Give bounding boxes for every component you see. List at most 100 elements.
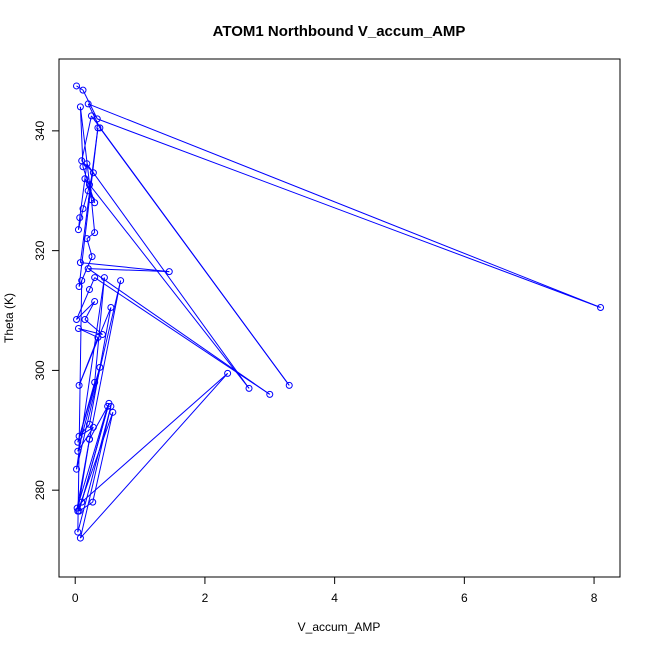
data-point xyxy=(96,124,104,132)
data-point xyxy=(84,265,92,273)
y-tick-label: 280 xyxy=(33,480,47,500)
data-point xyxy=(74,324,82,332)
series-segment xyxy=(78,328,99,338)
series-segment xyxy=(89,277,96,290)
data-point xyxy=(91,298,99,306)
series-segment xyxy=(79,127,99,263)
series-segment xyxy=(78,327,103,335)
x-tick-label: 8 xyxy=(591,591,598,605)
data-point xyxy=(87,112,95,120)
data-point xyxy=(107,402,115,410)
series-segment xyxy=(77,217,81,230)
series-segment xyxy=(89,406,109,440)
series-segment xyxy=(88,268,170,273)
data-point xyxy=(285,381,293,389)
chart-title: ATOM1 Northbound V_accum_AMP xyxy=(213,23,466,40)
y-axis: 280 300 320 340 xyxy=(33,121,60,500)
data-point xyxy=(88,253,96,261)
series-segment xyxy=(79,106,92,200)
data-point xyxy=(85,435,93,443)
series-segment xyxy=(78,423,90,437)
data-point xyxy=(245,384,253,392)
data-point xyxy=(87,196,95,204)
series-segment xyxy=(88,103,601,308)
data-point xyxy=(76,214,84,222)
series-segment xyxy=(81,373,228,503)
series-segment xyxy=(92,412,114,503)
series-segment xyxy=(79,163,88,218)
data-point xyxy=(84,187,92,195)
data-point xyxy=(266,390,274,398)
series-segment xyxy=(76,277,105,470)
series-segment xyxy=(81,115,92,161)
y-tick-label: 340 xyxy=(33,121,47,141)
series-segment xyxy=(91,115,290,386)
data-point xyxy=(74,528,82,536)
data-point xyxy=(74,226,82,234)
data-point xyxy=(79,205,87,213)
series-segment xyxy=(79,106,84,167)
data-point xyxy=(84,100,92,108)
y-axis-label: Theta (K) xyxy=(2,293,16,343)
data-point xyxy=(89,498,97,506)
x-tick-label: 2 xyxy=(202,591,209,605)
data-point xyxy=(94,333,102,341)
data-point xyxy=(224,369,232,377)
data-point xyxy=(85,286,93,294)
series-segment xyxy=(77,382,96,443)
x-axis-label: V_accum_AMP xyxy=(298,620,381,634)
data-point xyxy=(75,507,83,515)
data-point xyxy=(91,229,99,237)
data-point xyxy=(73,82,81,90)
data-point xyxy=(100,274,108,282)
x-tick-label: 6 xyxy=(461,591,468,605)
x-tick-label: 0 xyxy=(72,591,79,605)
data-point xyxy=(75,283,83,291)
series-segment xyxy=(84,178,250,389)
data-point xyxy=(165,268,173,276)
data-point xyxy=(74,438,82,446)
series-segment xyxy=(76,85,84,91)
x-tick-label: 4 xyxy=(331,591,338,605)
y-tick-label: 300 xyxy=(33,360,47,380)
data-point xyxy=(93,115,101,123)
data-point xyxy=(76,259,84,267)
series-segment xyxy=(80,373,228,539)
data-point xyxy=(96,363,104,371)
data-point xyxy=(75,381,83,389)
y-tick-label: 320 xyxy=(33,240,47,260)
series-segment xyxy=(94,277,105,383)
series-segment xyxy=(79,406,112,539)
x-axis: 0 2 4 6 8 xyxy=(72,576,598,605)
data-point xyxy=(76,534,84,542)
data-point xyxy=(78,498,86,506)
data-point xyxy=(109,408,117,416)
data-point xyxy=(79,86,87,94)
series-segment xyxy=(78,307,112,386)
data-point xyxy=(74,447,82,455)
series-segment xyxy=(76,289,90,320)
series-segment xyxy=(76,406,109,509)
series-segment xyxy=(86,232,95,240)
data-point xyxy=(76,103,84,111)
data-point xyxy=(117,277,125,285)
data-point xyxy=(89,423,97,431)
data-point xyxy=(91,274,99,282)
series-segment xyxy=(94,277,271,395)
data-point xyxy=(91,378,99,386)
series-group xyxy=(73,82,605,542)
series-segment xyxy=(97,118,601,308)
series-segment xyxy=(76,301,96,320)
data-point xyxy=(89,169,97,177)
series-segment xyxy=(80,262,170,273)
data-point xyxy=(83,235,91,243)
series-segment xyxy=(86,163,250,389)
data-point xyxy=(94,124,102,132)
series-segment xyxy=(76,280,122,470)
data-point xyxy=(597,304,605,312)
data-point xyxy=(107,304,115,312)
series-segment xyxy=(77,406,112,533)
